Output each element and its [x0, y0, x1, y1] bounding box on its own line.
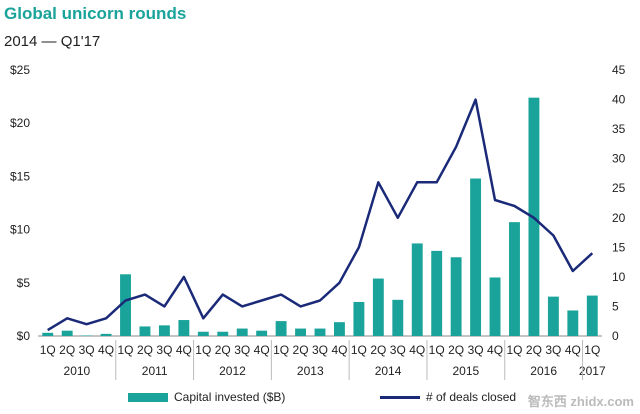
left-axis-tick: $20 — [10, 116, 30, 130]
x-tick-quarter: 3Q — [390, 343, 406, 357]
bar-capital — [42, 332, 54, 336]
x-tick-quarter: 4Q — [254, 343, 270, 357]
right-axis-tick: 10 — [612, 270, 626, 284]
bar-capital — [158, 325, 170, 336]
bar-capital — [567, 310, 579, 336]
bar-capital — [450, 257, 462, 336]
x-tick-quarter: 2Q — [293, 343, 309, 357]
x-tick-quarter: 1Q — [351, 343, 367, 357]
bar-capital — [295, 328, 306, 336]
watermark: 智东西 zhidx.com — [527, 394, 634, 409]
x-tick-quarter: 4Q — [98, 343, 114, 357]
x-tick-year: 2015 — [453, 364, 480, 378]
bar-capital — [509, 222, 520, 336]
x-tick-quarter: 4Q — [176, 343, 192, 357]
x-tick-year: 2012 — [219, 364, 246, 378]
legend-swatch-bar — [128, 392, 168, 402]
bar-capital — [392, 299, 404, 336]
x-tick-quarter: 2Q — [137, 343, 153, 357]
legend-label-capital: Capital invested ($B) — [174, 390, 286, 404]
legend-item-capital: Capital invested ($B) — [128, 390, 285, 404]
bar-capital — [120, 274, 131, 336]
bar-capital — [81, 335, 93, 336]
x-tick-quarter: 1Q — [40, 343, 56, 357]
x-tick-year: 2014 — [375, 364, 402, 378]
x-tick-quarter: 3Q — [468, 343, 484, 357]
chart-subtitle: 2014 — Q1'17 — [4, 33, 101, 50]
x-tick-quarter: 3Q — [312, 343, 328, 357]
x-tick-quarter: 2Q — [215, 343, 231, 357]
bar-capital — [353, 301, 365, 336]
bar-capital — [372, 278, 384, 336]
right-axis-tick: 0 — [612, 329, 619, 343]
x-tick-quarter: 3Q — [234, 343, 250, 357]
bar-capital — [61, 330, 73, 336]
bar-capital — [178, 320, 190, 336]
x-tick-quarter: 1Q — [584, 343, 600, 357]
x-tick-quarter: 4Q — [487, 343, 503, 357]
line-deals — [47, 98, 594, 332]
x-tick-quarter: 4Q — [331, 343, 347, 357]
x-tick-quarter: 2Q — [59, 343, 75, 357]
right-axis-tick: 5 — [612, 299, 619, 313]
x-tick-year: 2016 — [530, 364, 557, 378]
bar-capital — [547, 296, 559, 336]
x-tick-quarter: 3Q — [79, 343, 95, 357]
bar-capital — [275, 321, 287, 336]
left-axis-tick: $0 — [17, 329, 31, 343]
bar-capital — [217, 331, 229, 336]
legend-item-deals: # of deals closed — [380, 390, 516, 404]
x-tick-quarter: 1Q — [195, 343, 211, 357]
x-tick-quarter: 4Q — [565, 343, 581, 357]
bar-capital — [586, 295, 598, 336]
bar-capital — [314, 328, 326, 336]
x-tick-year: 2013 — [297, 364, 324, 378]
bar-capital — [489, 277, 501, 336]
bar-capital — [470, 178, 482, 336]
x-tick-quarter: 3Q — [545, 343, 561, 357]
x-tick-year: 2011 — [142, 364, 168, 378]
bar-capital — [236, 328, 248, 336]
bar-capital — [139, 326, 151, 336]
left-axis-tick: $10 — [10, 223, 30, 237]
right-axis-tick: 15 — [612, 240, 626, 254]
left-axis-tick: $25 — [10, 63, 30, 77]
x-tick-quarter: 2Q — [526, 343, 542, 357]
chart-title: Global unicorn rounds — [4, 4, 187, 23]
bar-capital — [334, 322, 345, 336]
bar-capital — [197, 331, 209, 336]
x-tick-year: 2010 — [64, 364, 91, 378]
bar-capital — [100, 333, 112, 336]
x-tick-quarter: 3Q — [156, 343, 172, 357]
right-axis-tick: 35 — [612, 122, 626, 136]
right-axis-tick: 30 — [612, 152, 626, 166]
left-axis-tick: $5 — [17, 276, 31, 290]
legend-swatch-line — [380, 395, 420, 399]
right-axis-tick: 25 — [612, 181, 626, 195]
x-tick-quarter: 2Q — [370, 343, 386, 357]
x-tick-quarter: 1Q — [506, 343, 522, 357]
x-tick-quarter: 2Q — [448, 343, 464, 357]
right-axis-tick: 45 — [612, 63, 626, 77]
x-tick-quarter: 1Q — [429, 343, 445, 357]
bar-capital — [431, 250, 443, 336]
left-axis-tick: $15 — [10, 169, 30, 183]
bar-capital — [411, 243, 423, 336]
x-tick-quarter: 1Q — [273, 343, 289, 357]
x-tick-quarter: 4Q — [409, 343, 425, 357]
legend-label-deals: # of deals closed — [426, 390, 517, 404]
bar-capital — [256, 330, 268, 336]
x-tick-year: 2017 — [579, 364, 606, 378]
x-tick-quarter: 1Q — [118, 343, 134, 357]
right-axis-tick: 40 — [612, 93, 626, 107]
right-axis-tick: 20 — [612, 211, 626, 225]
